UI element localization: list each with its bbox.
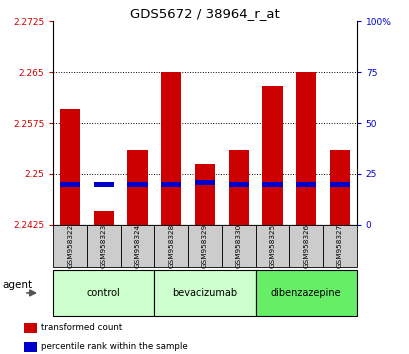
- Bar: [262, 86, 282, 225]
- Bar: [289, 225, 322, 267]
- Text: GSM958327: GSM958327: [336, 224, 342, 268]
- Text: transformed count: transformed count: [41, 323, 122, 332]
- Bar: [94, 182, 114, 187]
- Bar: [53, 225, 87, 267]
- Bar: [24, 323, 37, 333]
- Bar: [154, 225, 188, 267]
- Bar: [53, 270, 154, 316]
- Title: GDS5672 / 38964_r_at: GDS5672 / 38964_r_at: [130, 7, 279, 20]
- Text: GSM958325: GSM958325: [269, 224, 275, 268]
- Bar: [194, 179, 215, 184]
- Bar: [120, 225, 154, 267]
- Bar: [24, 342, 37, 352]
- Bar: [329, 182, 349, 187]
- Bar: [94, 211, 114, 225]
- Text: GSM958326: GSM958326: [302, 224, 308, 268]
- Text: percentile rank within the sample: percentile rank within the sample: [41, 342, 187, 352]
- Text: agent: agent: [3, 280, 33, 290]
- Text: bevacizumab: bevacizumab: [172, 288, 237, 298]
- Bar: [329, 150, 349, 225]
- Text: GSM958330: GSM958330: [235, 224, 241, 268]
- Bar: [295, 182, 315, 187]
- Bar: [255, 270, 356, 316]
- Bar: [127, 182, 147, 187]
- Text: GSM958324: GSM958324: [134, 224, 140, 268]
- Bar: [262, 182, 282, 187]
- Bar: [87, 225, 120, 267]
- Bar: [255, 225, 289, 267]
- Bar: [194, 164, 215, 225]
- Bar: [127, 150, 147, 225]
- Bar: [60, 182, 80, 187]
- Bar: [154, 270, 255, 316]
- Bar: [161, 182, 181, 187]
- Bar: [60, 109, 80, 225]
- Text: GSM958328: GSM958328: [168, 224, 174, 268]
- Bar: [228, 150, 248, 225]
- Bar: [188, 225, 221, 267]
- Text: GSM958322: GSM958322: [67, 224, 73, 268]
- Bar: [295, 72, 315, 225]
- Text: control: control: [87, 288, 120, 298]
- Bar: [221, 225, 255, 267]
- Text: dibenzazepine: dibenzazepine: [270, 288, 341, 298]
- Bar: [161, 72, 181, 225]
- Bar: [322, 225, 356, 267]
- Text: GSM958329: GSM958329: [202, 224, 207, 268]
- Bar: [228, 182, 248, 187]
- Text: GSM958323: GSM958323: [101, 224, 107, 268]
